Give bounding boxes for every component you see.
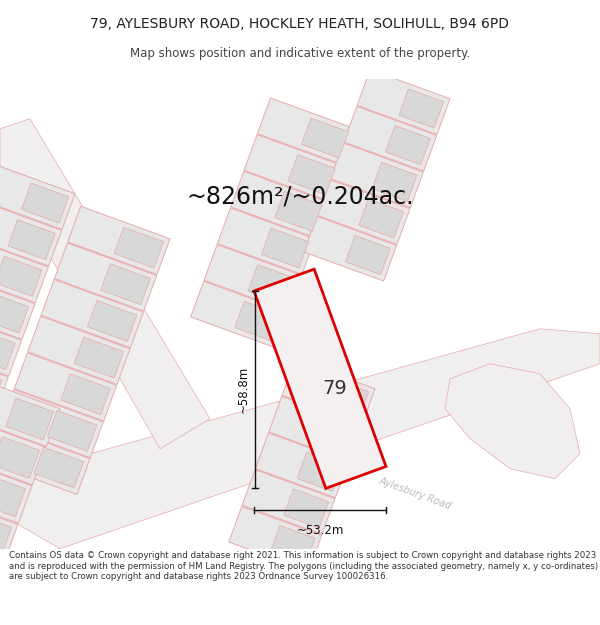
Polygon shape [385, 126, 430, 165]
Polygon shape [242, 469, 335, 534]
Polygon shape [0, 366, 2, 406]
Polygon shape [0, 514, 11, 556]
Polygon shape [22, 183, 68, 223]
Polygon shape [28, 316, 130, 384]
Text: 79, AYLESBURY ROAD, HOCKLEY HEATH, SOLIHULL, B94 6PD: 79, AYLESBURY ROAD, HOCKLEY HEATH, SOLIH… [91, 17, 509, 31]
Polygon shape [0, 273, 35, 339]
Polygon shape [0, 199, 62, 266]
Polygon shape [0, 346, 8, 413]
Polygon shape [282, 359, 375, 424]
Polygon shape [47, 411, 97, 451]
Polygon shape [275, 191, 322, 231]
Polygon shape [372, 162, 417, 201]
Polygon shape [101, 264, 150, 305]
Polygon shape [0, 329, 15, 369]
Polygon shape [0, 437, 40, 479]
Text: ~826m²/~0.204ac.: ~826m²/~0.204ac. [186, 185, 414, 209]
Polygon shape [0, 475, 26, 517]
Polygon shape [34, 447, 83, 488]
Polygon shape [357, 69, 450, 134]
Polygon shape [74, 337, 124, 378]
Polygon shape [284, 489, 329, 528]
Polygon shape [359, 199, 404, 238]
Polygon shape [248, 264, 295, 304]
Polygon shape [0, 163, 75, 229]
Polygon shape [344, 106, 437, 171]
Polygon shape [61, 374, 110, 414]
Polygon shape [346, 236, 390, 274]
Polygon shape [0, 426, 90, 494]
Polygon shape [331, 143, 424, 208]
Polygon shape [68, 206, 170, 274]
Polygon shape [0, 416, 46, 485]
Polygon shape [310, 416, 355, 455]
Polygon shape [317, 179, 410, 244]
Text: Contains OS data © Crown copyright and database right 2021. This information is : Contains OS data © Crown copyright and d… [9, 551, 598, 581]
Text: Map shows position and indicative extent of the property.: Map shows position and indicative extent… [130, 48, 470, 60]
Polygon shape [0, 309, 22, 376]
Polygon shape [204, 244, 302, 311]
Polygon shape [324, 379, 368, 418]
Polygon shape [304, 216, 397, 281]
Polygon shape [217, 208, 315, 274]
Polygon shape [41, 279, 143, 348]
Polygon shape [55, 243, 157, 311]
Text: Aylesbury Road: Aylesbury Road [377, 476, 452, 511]
Polygon shape [14, 353, 116, 421]
Polygon shape [244, 134, 341, 201]
Polygon shape [288, 155, 335, 195]
Polygon shape [6, 398, 53, 440]
Polygon shape [0, 119, 210, 449]
Polygon shape [256, 433, 349, 498]
Polygon shape [254, 269, 386, 488]
Polygon shape [229, 506, 322, 571]
Polygon shape [0, 455, 32, 523]
Polygon shape [445, 364, 580, 479]
Text: ~53.2m: ~53.2m [296, 524, 344, 538]
Polygon shape [235, 301, 282, 341]
Polygon shape [297, 452, 342, 491]
Polygon shape [88, 301, 137, 341]
Polygon shape [399, 89, 443, 128]
Polygon shape [257, 98, 355, 164]
Polygon shape [0, 256, 42, 296]
Polygon shape [0, 329, 600, 549]
Polygon shape [262, 228, 308, 268]
Polygon shape [0, 293, 29, 333]
Polygon shape [0, 494, 18, 562]
Polygon shape [0, 378, 60, 446]
Polygon shape [191, 281, 289, 348]
Polygon shape [301, 118, 349, 158]
Polygon shape [1, 389, 103, 458]
Polygon shape [271, 526, 315, 564]
Polygon shape [114, 228, 164, 268]
Polygon shape [8, 220, 55, 260]
Polygon shape [269, 396, 362, 461]
Polygon shape [231, 171, 328, 238]
Polygon shape [0, 236, 49, 302]
Polygon shape [0, 532, 4, 601]
Text: 79: 79 [323, 379, 347, 398]
Text: ~58.8m: ~58.8m [236, 366, 250, 413]
